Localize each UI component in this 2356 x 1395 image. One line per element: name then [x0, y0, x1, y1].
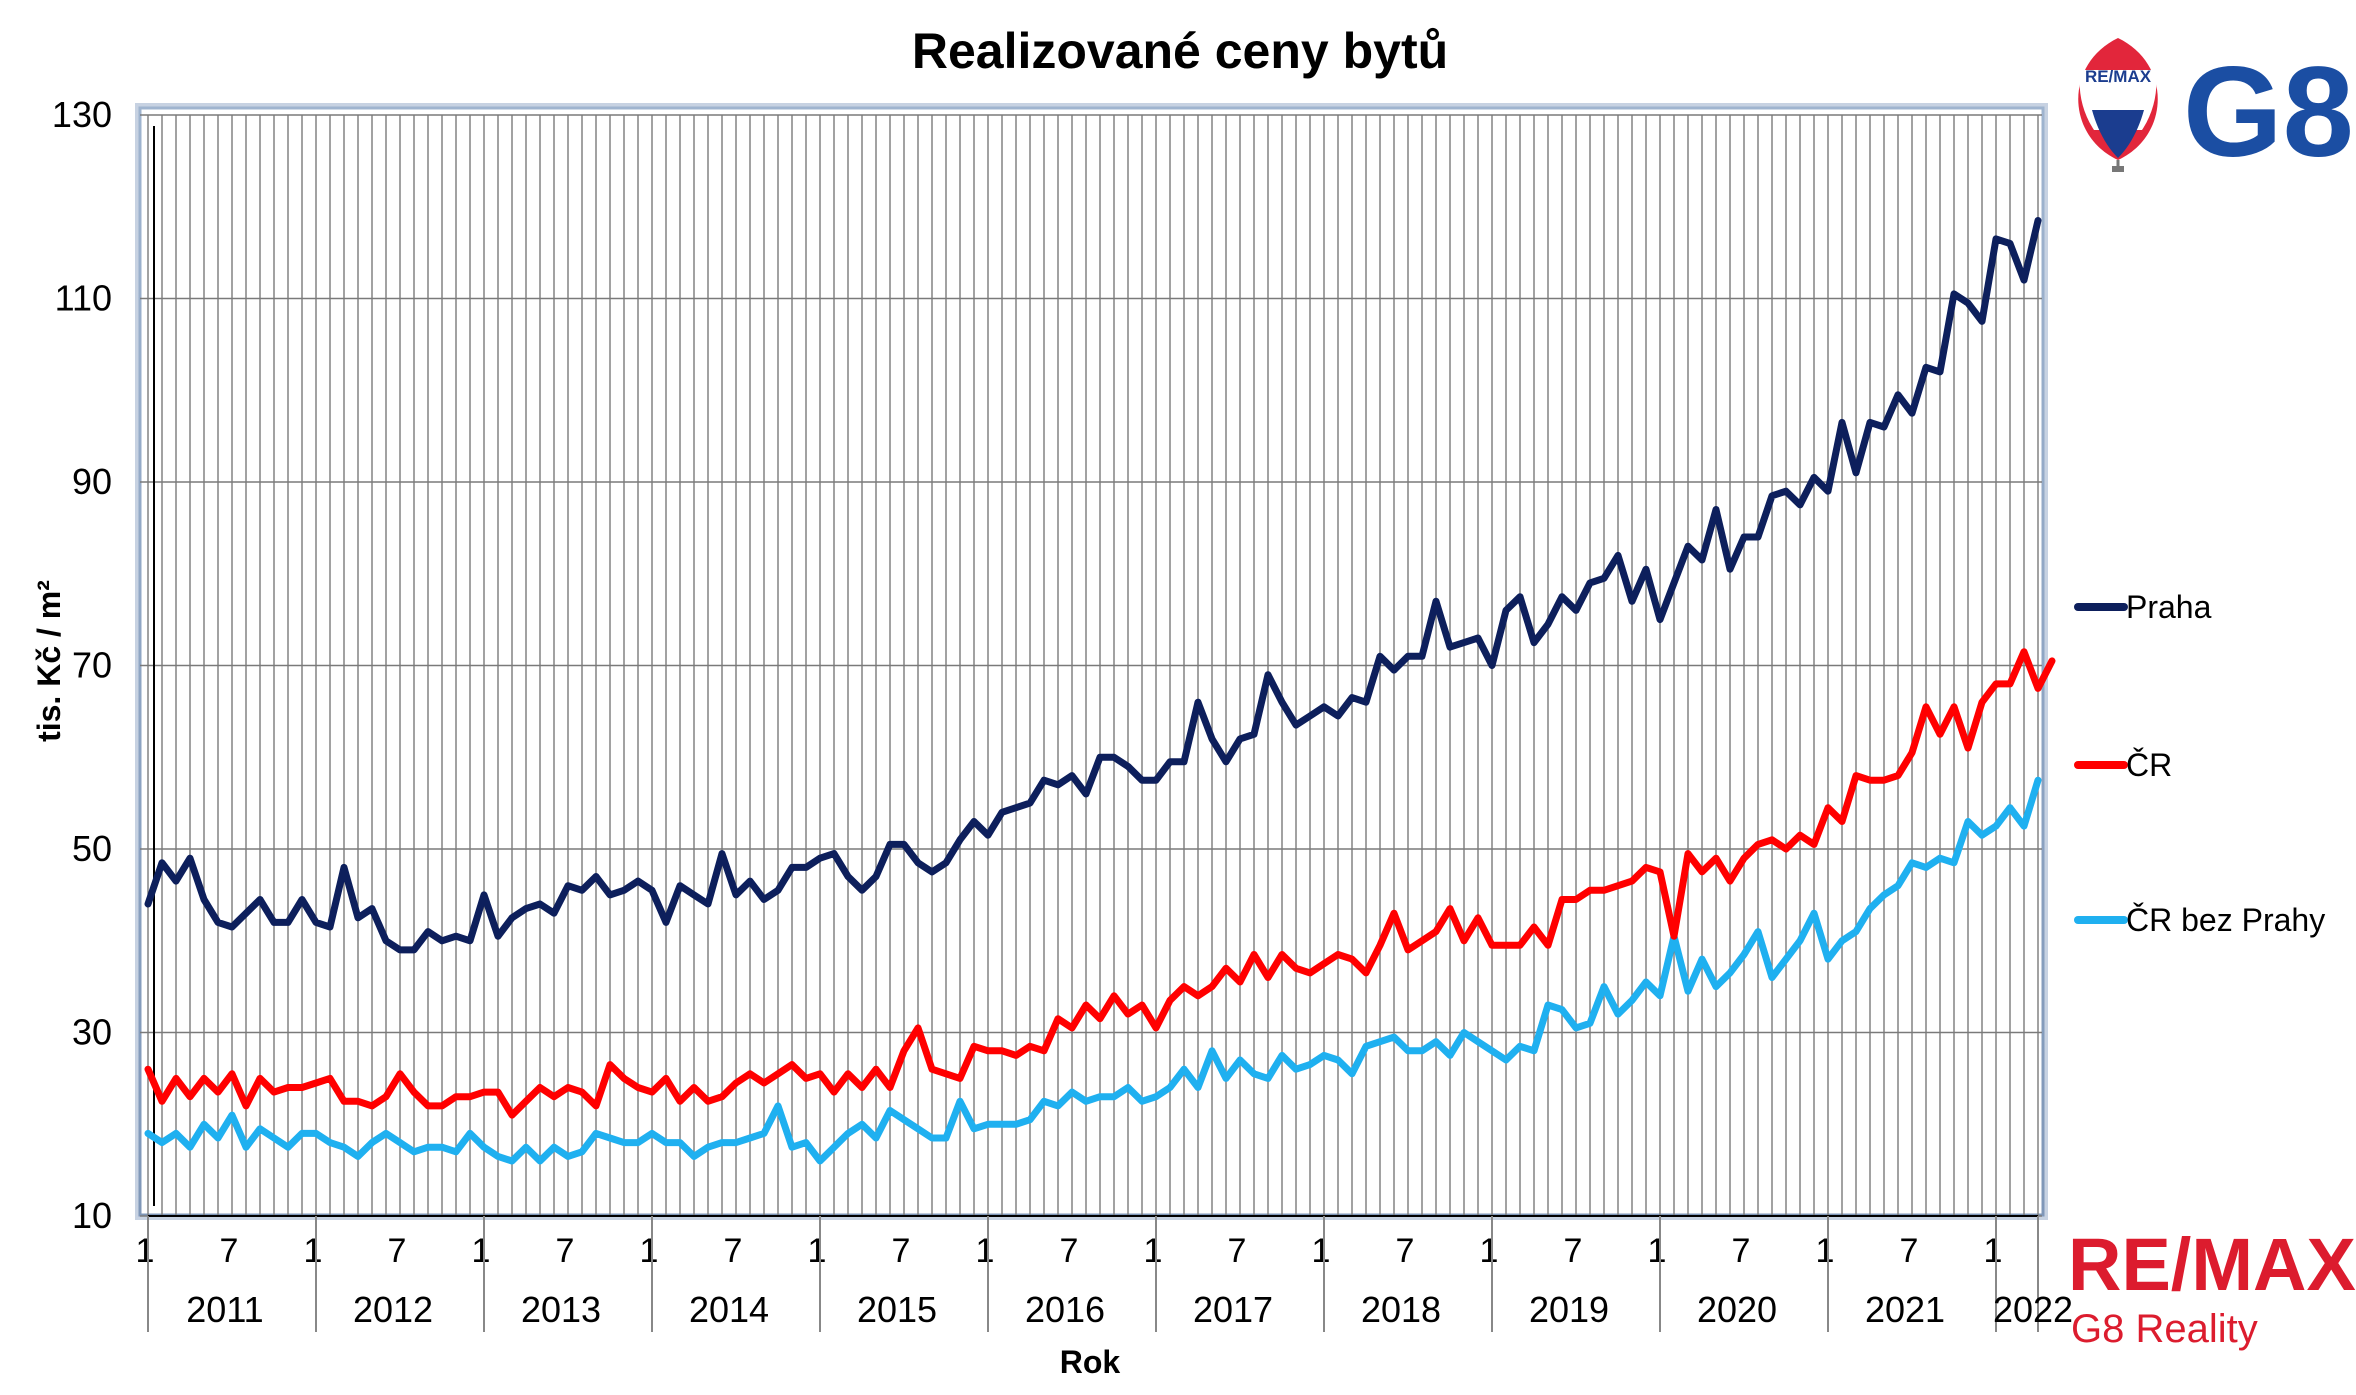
x-axis-label: Rok — [1060, 1344, 1121, 1380]
legend-label: ČR — [2126, 747, 2172, 783]
series-line-čr-bez-prahy — [144, 776, 2042, 1165]
x-month-tick-label: 7 — [1396, 1232, 1415, 1270]
x-year-label: 2017 — [1193, 1289, 1273, 1330]
x-axis: 1 7 1 7 1 7 1 7 1 7 1 7 1 7 1 7 1 7 1 7 1 7 1 2011 2012 2013 2014 2… — [136, 1215, 2073, 1332]
x-month-tick-label: 1 — [1480, 1232, 1499, 1270]
x-month-tick-label: 7 — [1900, 1232, 1919, 1270]
x-year-label: 2018 — [1361, 1289, 1441, 1330]
x-month-tick-label: 7 — [556, 1232, 575, 1270]
legend-label: Praha — [2126, 589, 2212, 625]
series-line-praha — [144, 217, 2042, 954]
plot-area — [138, 106, 2045, 1217]
x-year-label: 2015 — [857, 1289, 937, 1330]
x-month-tick-label: 1 — [808, 1232, 827, 1270]
x-month-tick-label: 1 — [1312, 1232, 1331, 1270]
x-month-tick-label: 1 — [472, 1232, 491, 1270]
remax-g8-reality-text: G8 Reality — [2071, 1307, 2258, 1351]
y-tick-label: 130 — [52, 94, 112, 135]
balloon-basket — [2112, 166, 2124, 172]
y-tick-label: 10 — [72, 1195, 112, 1236]
x-year-label: 2013 — [521, 1289, 601, 1330]
x-month-tick-label: 7 — [892, 1232, 911, 1270]
balloon-logo-text: RE/MAX — [2085, 67, 2152, 86]
y-tick-label: 110 — [55, 278, 112, 319]
y-tick-label: 50 — [72, 828, 112, 869]
x-month-tick-label: 1 — [976, 1232, 995, 1270]
remax-balloon-logo: RE/MAX — [2078, 38, 2158, 172]
x-month-tick-label: 1 — [304, 1232, 323, 1270]
x-month-tick-label: 7 — [1732, 1232, 1751, 1270]
legend: Praha ČR ČR bez Prahy — [2074, 589, 2325, 938]
y-axis-ticks: 10 30 50 70 90 110 130 — [52, 94, 112, 1236]
x-year-label: 2011 — [186, 1289, 263, 1330]
x-month-tick-label: 7 — [724, 1232, 743, 1270]
balloon-blue-band — [2092, 110, 2144, 158]
series-line-čr — [144, 648, 2056, 1119]
x-month-tick-label: 1 — [1648, 1232, 1667, 1270]
x-year-label: 2019 — [1529, 1289, 1609, 1330]
x-month-tick-label: 1 — [1984, 1232, 2003, 1270]
y-tick-label: 90 — [72, 461, 112, 502]
x-year-label: 2012 — [353, 1289, 433, 1330]
x-month-tick-label: 7 — [220, 1232, 239, 1270]
x-month-tick-label: 1 — [1816, 1232, 1835, 1270]
x-year-label: 2020 — [1697, 1289, 1777, 1330]
chart-title: Realizované ceny bytů — [912, 23, 1448, 79]
x-month-tick-label: 7 — [1228, 1232, 1247, 1270]
y-axis-label: tis. Kč / m² — [31, 580, 67, 742]
y-tick-label: 30 — [72, 1012, 112, 1053]
y-tick-label: 70 — [72, 645, 112, 686]
x-month-tick-label: 1 — [136, 1232, 155, 1270]
x-year-label: 2021 — [1865, 1289, 1945, 1330]
series-lines — [144, 217, 2056, 1165]
x-month-tick-label: 7 — [1564, 1232, 1583, 1270]
g8-logo: G8 — [2183, 41, 2354, 184]
x-year-label: 2014 — [689, 1289, 769, 1330]
x-month-tick-label: 1 — [640, 1232, 659, 1270]
x-month-tick-label: 1 — [1144, 1232, 1163, 1270]
x-year-label: 2022 — [1993, 1289, 2073, 1330]
legend-label: ČR bez Prahy — [2126, 902, 2325, 938]
remax-wordmark-logo: RE/MAX — [2068, 1223, 2356, 1306]
x-month-tick-label: 7 — [1060, 1232, 1079, 1270]
x-year-label: 2016 — [1025, 1289, 1105, 1330]
x-month-tick-label: 7 — [388, 1232, 407, 1270]
